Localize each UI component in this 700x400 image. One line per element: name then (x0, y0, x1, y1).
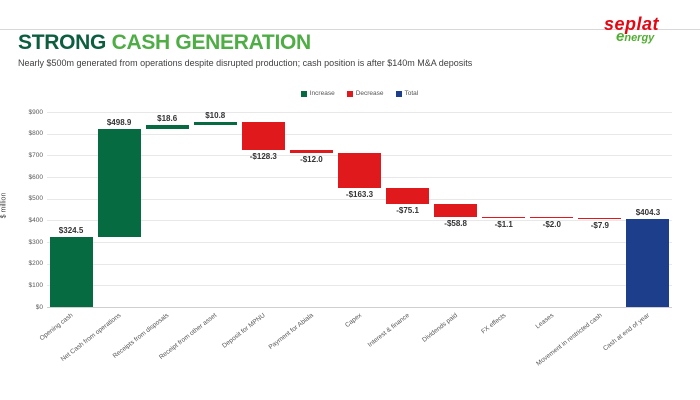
bar-payment-for-abiala (289, 150, 333, 153)
bar-receipt-from-other-asset (193, 122, 237, 125)
y-tick-label-800: $800 (28, 130, 43, 138)
gridline-0 (47, 307, 672, 308)
legend-swatch-total (395, 90, 402, 97)
bar-value-label: -$75.1 (396, 206, 419, 216)
gridline-500 (47, 198, 672, 200)
y-tick-label-100: $100 (28, 281, 43, 289)
seplat-energy-logo: seplat energy (604, 15, 684, 44)
logo-wordmark-seplat: seplat (604, 14, 660, 34)
legend-label-total: Total (404, 90, 419, 97)
bar-movement-in-restricted-cash (578, 217, 622, 220)
subtitle: Nearly $500m generated from operations d… (18, 58, 473, 68)
bar-receipts-from-disposals (145, 124, 189, 129)
x-axis-label-10: Leases (534, 312, 556, 331)
legend-swatch-decrease (346, 90, 353, 97)
legend-swatch-increase (300, 90, 307, 97)
gridline-300 (47, 242, 672, 243)
top-divider (0, 29, 700, 30)
bar-interest-finance (386, 188, 430, 205)
bar-deposit-for-mpnu (241, 122, 285, 151)
bar-value-label: -$12.0 (300, 154, 323, 164)
x-axis-label-12: Cash at end of year (602, 312, 652, 353)
y-tick-label-400: $400 (28, 216, 43, 224)
gridline-900 (47, 112, 672, 113)
y-tick-label-300: $300 (28, 238, 43, 246)
gridline-100 (47, 285, 672, 287)
legend-item-total: Total (395, 90, 419, 97)
x-axis-label-6: Capex (343, 312, 363, 330)
legend-label-decrease: Decrease (355, 90, 384, 97)
x-axis-label-4: Deposit for MPNU (221, 312, 267, 350)
bar-value-label: -$7.9 (590, 221, 609, 231)
x-axis-labels: Opening cash Net Cash from operations Rece… (38, 309, 672, 384)
bar-opening-cash (49, 236, 93, 307)
header: STRONG CASH GENERATION Nearly $500m gene… (18, 31, 472, 68)
y-tick-label-900: $900 (28, 108, 43, 116)
logo-wordmark-energy: energy (616, 28, 655, 45)
y-tick-label-700: $700 (28, 151, 43, 159)
y-tick-label-600: $600 (28, 173, 43, 181)
y-tick-label-500: $500 (28, 195, 43, 203)
legend-item-decrease: Decrease (346, 90, 384, 97)
y-tick-label-200: $200 (28, 260, 43, 268)
x-axis-label-7: Interest & finance (366, 312, 411, 349)
bar-value-label: $498.9 (106, 117, 132, 127)
x-axis-label-0: Opening cash (38, 312, 75, 343)
bar-value-label: -$128.3 (249, 152, 277, 162)
x-axis-label-5: Payment for Abiala (267, 312, 315, 352)
gridline-800 (47, 133, 672, 135)
bar-value-label: -$58.8 (444, 219, 467, 229)
title-secondary: CASH GENERATION (111, 31, 312, 54)
y-axis-ticks: $0 $100 $200 $300 $400 $500 $600 $700 $800 $900 (0, 108, 43, 311)
bar-leases (530, 217, 574, 219)
bar-cash-at-end-of-year (626, 219, 670, 307)
bar-capex (338, 152, 381, 188)
bar-dividends-paid (434, 204, 478, 217)
y-tick-label-0: $0 (35, 303, 43, 311)
gridline-200 (47, 263, 672, 265)
plot-area: $324.5 $498.9 $18.6 $10.8 -$128.3 -$12.0 -$163… (47, 111, 672, 308)
x-axis-label-8: Dividends paid (421, 312, 459, 344)
page-title: STRONG CASH GENERATION (18, 31, 472, 55)
bar-value-label: $404.3 (635, 208, 661, 218)
bar-fx-effects (482, 217, 526, 219)
legend-label-increase: Increase (309, 90, 335, 97)
bar-value-label: $324.5 (58, 225, 84, 235)
chart-legend: Increase Decrease Total (47, 90, 672, 97)
bar-net-cash-from-operations (97, 128, 141, 237)
legend-item-increase: Increase (300, 90, 335, 97)
gridline-400 (47, 220, 672, 222)
bar-value-label: -$163.3 (345, 190, 374, 199)
bar-value-label: $10.8 (205, 111, 226, 121)
bar-value-label: $18.6 (157, 113, 178, 123)
bar-value-label: -$2.0 (542, 220, 561, 230)
title-primary: STRONG (18, 31, 107, 54)
bar-value-label: -$1.1 (494, 220, 513, 230)
x-axis-label-9: FX effects (479, 312, 508, 336)
